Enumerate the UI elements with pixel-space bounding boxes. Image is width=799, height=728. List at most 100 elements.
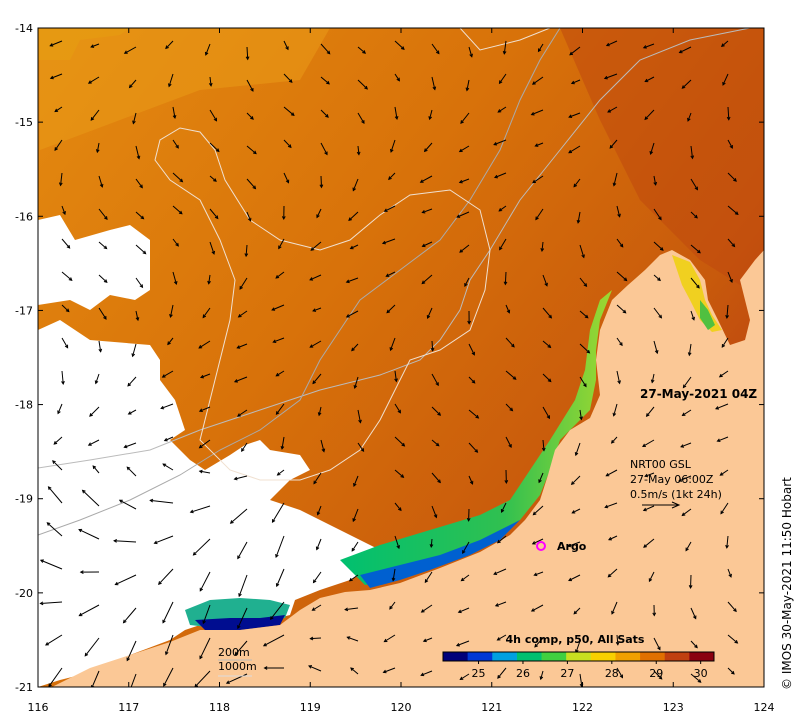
current-arrow-head (309, 277, 314, 281)
current-arrow (468, 475, 473, 485)
current-arrow-head (54, 147, 58, 152)
current-arrow-head (89, 413, 93, 417)
current-arrow-head (199, 587, 204, 592)
current-arrow-head (644, 116, 649, 121)
contour-1000m-north (459, 28, 551, 51)
current-arrow-head (64, 344, 69, 349)
current-arrow-head (459, 249, 464, 253)
current-arrow (237, 541, 248, 559)
contour-200m-inner (38, 28, 561, 536)
current-arrow-head (612, 182, 617, 187)
current-arrow (318, 406, 322, 416)
current-arrow-head (98, 348, 103, 353)
current-arrow-head (178, 210, 183, 215)
y-tick-label: -21 (15, 681, 33, 694)
current-arrow-head (506, 309, 511, 314)
current-arrow (575, 442, 581, 456)
current-arrow-head (401, 442, 406, 447)
current-arrow (313, 472, 322, 484)
contour-legend-1000m: 1000m (218, 660, 257, 673)
current-arrow-head (132, 120, 136, 125)
current-arrow (394, 403, 401, 414)
current-arrow (198, 340, 211, 349)
current-arrow-head (457, 609, 462, 614)
colorbar-segment (590, 652, 616, 661)
current-arrow (46, 522, 63, 537)
current-arrow-head (173, 281, 178, 286)
current-arrow (132, 343, 137, 357)
current-arrow-head (65, 308, 70, 313)
argo-float[interactable]: Argo (536, 540, 587, 553)
current-arrow-head (605, 472, 610, 477)
current-arrow (681, 508, 692, 516)
current-arrow-head (533, 572, 538, 577)
argo-label: Argo (557, 540, 587, 553)
current-arrow-head (498, 208, 503, 212)
current-arrow-head (615, 641, 620, 646)
current-arrow-head (308, 665, 313, 669)
current-arrow-head (39, 559, 44, 563)
current-arrow-head (642, 443, 646, 447)
current-arrow-head (275, 583, 280, 588)
current-arrow-head (362, 50, 367, 54)
current-arrow (727, 667, 735, 675)
current-arrow (504, 271, 507, 285)
current-arrow (275, 535, 285, 558)
current-arrow (123, 607, 137, 623)
current-arrow (357, 79, 368, 90)
y-tick-label: -17 (15, 304, 33, 317)
current-arrow-head (213, 117, 218, 122)
current-arrow (160, 403, 174, 409)
current-arrow-head (281, 216, 286, 221)
current-arrow (616, 238, 624, 248)
current-arrow (357, 46, 366, 54)
current-arrow (456, 640, 470, 647)
current-arrow-head (547, 378, 552, 383)
current-arrow-head (508, 444, 512, 449)
colorbar-tick-label: 28 (605, 667, 619, 680)
current-arrow-head (648, 578, 653, 583)
current-arrow-head (52, 460, 56, 464)
current-arrow-head (548, 314, 553, 319)
credit-text: © IMOS 30-May-2021 11:50 Hobart (780, 477, 794, 690)
latitude-axis: -14 -15 -16 -17 -18 -19 -20 -21 (15, 22, 764, 694)
current-arrow (150, 499, 174, 504)
x-tick-label: 116 (28, 701, 49, 714)
current-arrow-head (275, 411, 280, 415)
current-arrow (98, 340, 102, 352)
current-arrow (720, 469, 729, 476)
current-arrow-head (716, 438, 721, 443)
current-arrow (40, 559, 63, 570)
current-arrow-head (238, 593, 242, 598)
current-arrow (162, 463, 174, 471)
current-arrow-head (504, 480, 509, 484)
current-arrow (505, 403, 513, 411)
current-arrow-head (469, 53, 473, 58)
current-arrow-head (535, 216, 539, 221)
current-arrow (98, 307, 107, 320)
colorbar-tick-label: 30 (694, 667, 708, 680)
current-arrow (726, 535, 729, 548)
colorbar-tick-label: 27 (560, 667, 574, 680)
current-arrow (208, 274, 211, 284)
current-arrow (320, 76, 330, 85)
scale-arrow-icon (642, 501, 681, 509)
current-vectors (39, 40, 739, 687)
current-arrow-head (131, 353, 136, 358)
current-arrow (605, 502, 618, 508)
current-arrow (572, 508, 581, 514)
current-arrow-head (312, 380, 317, 385)
current-arrow-head (538, 479, 542, 484)
current-arrow-head (657, 277, 661, 282)
current-arrow (717, 436, 729, 442)
current-arrow (234, 640, 248, 656)
current-arrow-head (386, 309, 391, 314)
current-arrow-head (114, 581, 119, 586)
current-arrow-head (262, 642, 267, 647)
current-arrow-head (421, 280, 426, 285)
current-arrow-head (198, 444, 203, 449)
current-arrow (275, 271, 285, 279)
current-arrow-head (396, 545, 401, 550)
current-arrow (61, 271, 73, 281)
current-arrow-head (652, 612, 657, 617)
